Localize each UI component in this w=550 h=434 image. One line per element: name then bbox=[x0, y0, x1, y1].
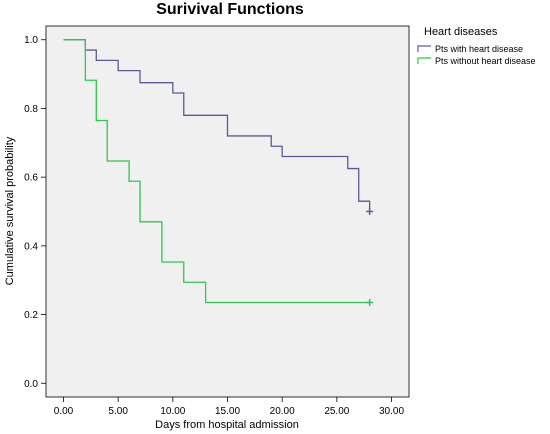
x-tick-label: 5.00 bbox=[108, 406, 128, 417]
x-tick-label: 15.00 bbox=[215, 406, 240, 417]
x-tick-label: 25.00 bbox=[324, 406, 349, 417]
x-axis-label: Days from hospital admission bbox=[155, 419, 299, 431]
series-line bbox=[63, 39, 370, 304]
series-layer bbox=[63, 39, 374, 307]
y-tick-label: 1.0 bbox=[24, 35, 38, 46]
censor-mark bbox=[366, 208, 374, 215]
legend-title: Heart diseases bbox=[424, 26, 498, 38]
x-tick-label: 0.00 bbox=[54, 406, 74, 417]
series-line bbox=[63, 39, 371, 212]
legend-swatch bbox=[417, 45, 431, 52]
plot-area bbox=[45, 25, 410, 398]
chart-title: Surivival Functions bbox=[156, 1, 304, 18]
y-tick-label: 0.8 bbox=[24, 104, 38, 115]
x-tick-label: 10.00 bbox=[160, 406, 185, 417]
legend: Heart diseases Pts with heart disease Pts… bbox=[417, 26, 536, 66]
y-axis-label: Cumulative survival probability bbox=[4, 136, 16, 285]
censor-mark bbox=[366, 299, 374, 307]
y-tick-label: 0.6 bbox=[24, 173, 38, 184]
legend-swatch bbox=[417, 57, 431, 64]
legend-label: Pts without heart disease bbox=[435, 56, 536, 66]
y-tick-label: 0.4 bbox=[24, 241, 38, 252]
y-axis: 0.0 0.2 0.4 0.6 0.8 1.0 bbox=[24, 35, 46, 390]
y-tick-label: 0.0 bbox=[24, 379, 38, 390]
y-tick-label: 0.2 bbox=[24, 310, 38, 321]
x-axis: 0.00 5.00 10.00 15.00 20.00 25.00 30.00 bbox=[54, 397, 404, 417]
x-tick-label: 30.00 bbox=[379, 406, 404, 417]
legend-label: Pts with heart disease bbox=[435, 44, 523, 54]
x-tick-label: 20.00 bbox=[270, 406, 295, 417]
